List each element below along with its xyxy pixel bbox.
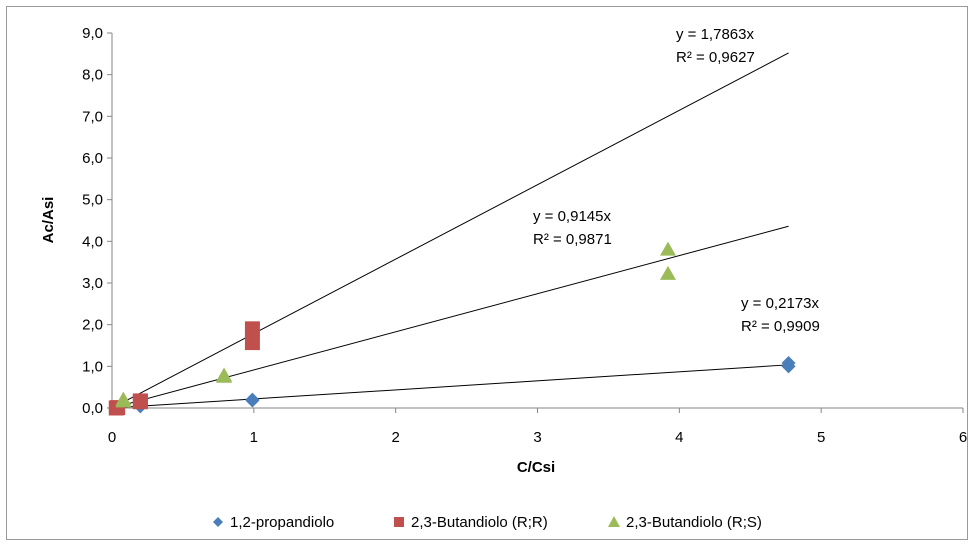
x-tick-label: 5	[817, 429, 825, 446]
trendline-equation: y = 1,7863x	[676, 26, 754, 43]
y-tick-label: 5,0	[82, 192, 103, 209]
y-tick-label: 2,0	[82, 317, 103, 334]
trendline-r2: R² = 0,9909	[741, 318, 820, 335]
data-point	[781, 359, 796, 374]
y-tick-label: 8,0	[82, 67, 103, 84]
y-tick-label: 9,0	[82, 25, 103, 42]
legend-marker	[608, 516, 620, 527]
legend: 1,2-propandiolo 2,3-Butandiolo (R;R) 2,3-B…	[213, 514, 762, 531]
data-point	[216, 368, 233, 383]
trendline-equation: y = 0,9145x	[533, 208, 611, 225]
y-axis-title: Ac/Asi	[40, 197, 57, 244]
data-point	[244, 321, 260, 337]
y-tick-label: 6,0	[82, 150, 103, 167]
trendline-labels: y = 0,2173x R² = 0,9909 y = 1,7863x R² = 0,…	[533, 26, 820, 335]
x-axis-title: C/Csi	[517, 459, 555, 476]
trendlines	[111, 52, 789, 409]
trendline-equation: y = 0,2173x	[741, 295, 819, 312]
trendline	[111, 225, 789, 409]
y-tick-label: 4,0	[82, 233, 103, 250]
legend-marker	[394, 517, 404, 527]
legend-item: 2,3-Butandiolo (R;R)	[394, 514, 548, 531]
data-point	[659, 265, 676, 280]
data-point	[245, 393, 260, 408]
trendline-r2: R² = 0,9627	[676, 49, 755, 66]
legend-item: 1,2-propandiolo	[213, 514, 334, 531]
legend-label: 1,2-propandiolo	[230, 514, 334, 531]
trendline	[111, 52, 789, 409]
x-tick-label: 3	[533, 429, 541, 446]
trendline	[111, 364, 789, 409]
y-tick-label: 7,0	[82, 108, 103, 125]
data-points	[108, 241, 796, 416]
data-point	[659, 241, 676, 256]
y-tick-label: 0,0	[82, 400, 103, 417]
data-point	[115, 393, 132, 408]
y-tick-label: 1,0	[82, 358, 103, 375]
legend-item: 2,3-Butandiolo (R;S)	[608, 514, 762, 531]
x-tick-label: 1	[250, 429, 258, 446]
axes: 0,0 1,0 2,0 3,0 4,0 5,0 6,0 7,0 8,0 9,0 0 1 2 3 4 5 6	[82, 25, 967, 446]
x-tick-label: 4	[675, 429, 683, 446]
x-tick-label: 2	[391, 429, 399, 446]
chart-frame	[6, 6, 968, 540]
x-tick-label: 0	[108, 429, 116, 446]
data-point	[244, 335, 260, 351]
y-tick-label: 3,0	[82, 275, 103, 292]
legend-label: 2,3-Butandiolo (R;S)	[626, 514, 762, 531]
legend-marker	[213, 517, 223, 527]
legend-label: 2,3-Butandiolo (R;R)	[411, 514, 548, 531]
data-point	[132, 394, 148, 410]
x-tick-label: 6	[959, 429, 967, 446]
trendline-r2: R² = 0,9871	[533, 231, 612, 248]
